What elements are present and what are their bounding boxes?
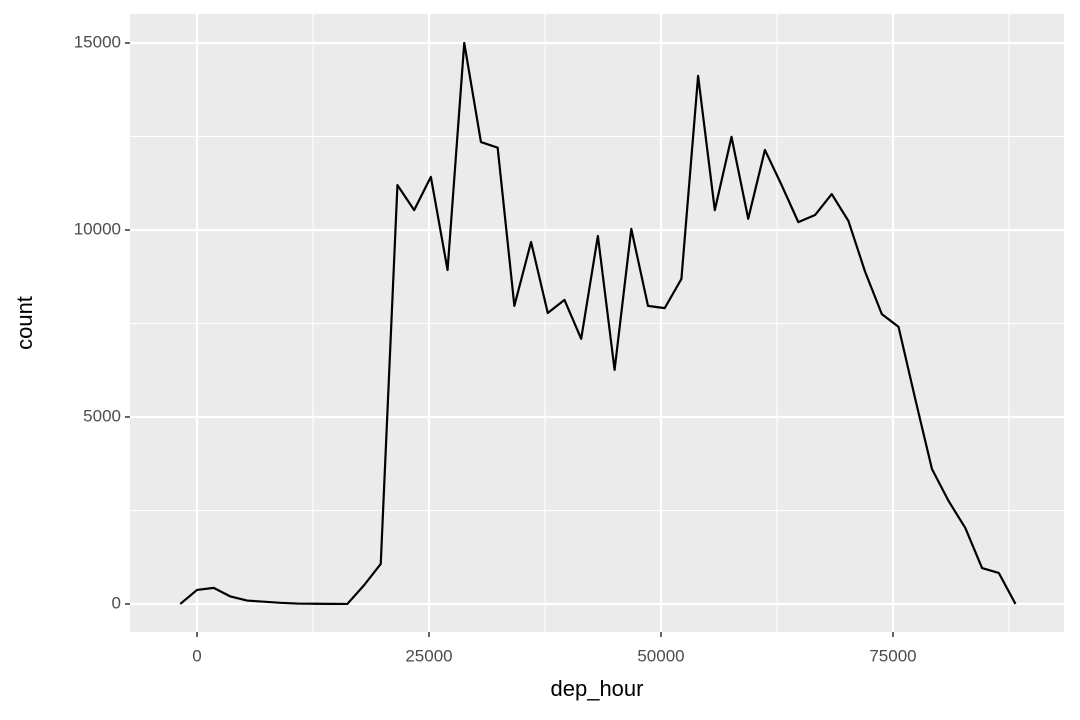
x-axis-title: dep_hour: [551, 676, 644, 701]
y-tick-label: 10000: [74, 219, 121, 238]
line: [179, 41, 1017, 606]
y-tick-label: 5000: [83, 406, 121, 425]
y-axis-title: count: [12, 296, 37, 350]
x-tick-label: 50000: [637, 646, 684, 665]
y-tick-label: 15000: [74, 32, 121, 51]
y-tick-label: 0: [112, 593, 121, 612]
x-tick-label: 0: [192, 646, 201, 665]
x-tick-label: 25000: [405, 646, 452, 665]
x-tick-label: 75000: [869, 646, 916, 665]
